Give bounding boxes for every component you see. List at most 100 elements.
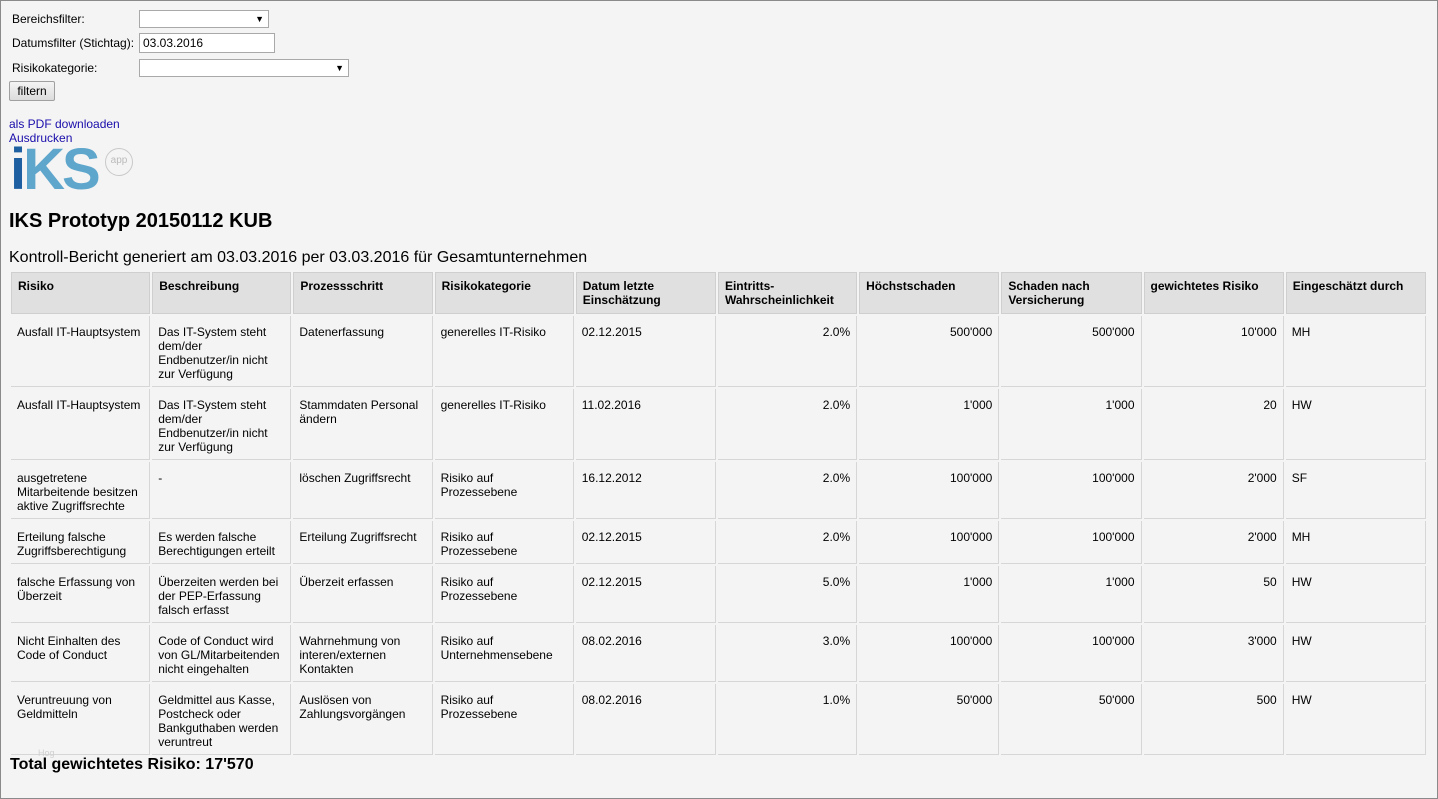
table-cell: SF	[1285, 462, 1426, 519]
table-cell: HW	[1285, 566, 1426, 623]
category-filter-label: Risikokategorie:	[12, 61, 98, 75]
table-cell: -	[152, 462, 292, 519]
total-weighted-risk: Total gewichtetes Risiko: 17'570	[10, 756, 254, 773]
column-header: Beschreibung	[152, 272, 292, 314]
table-cell: 3.0%	[717, 625, 858, 682]
table-cell: 11.02.2016	[575, 389, 716, 460]
table-cell: 100'000	[1001, 521, 1142, 564]
table-row: ausgetretene Mitarbeitende besitzen akti…	[11, 462, 1426, 519]
date-filter-input[interactable]: 03.03.2016	[139, 33, 275, 53]
column-header: Risikokategorie	[434, 272, 574, 314]
table-cell: 50	[1143, 566, 1284, 623]
table-cell: 1'000	[859, 389, 1000, 460]
area-filter-row: Bereichsfilter: ▼	[12, 10, 269, 28]
table-row: Nicht Einhalten des Code of Conduct Code …	[11, 625, 1426, 682]
column-header: Risiko	[11, 272, 151, 314]
table-cell: HW	[1285, 625, 1426, 682]
table-cell: Nicht Einhalten des Code of Conduct	[11, 625, 151, 682]
table-cell: 100'000	[859, 462, 1000, 519]
table-cell: 02.12.2015	[575, 521, 716, 564]
column-header: Eintritts-Wahrscheinlichkeit	[717, 272, 858, 314]
dropdown-arrow-icon: ▼	[255, 14, 264, 24]
table-cell: Risiko auf Prozessebene	[434, 521, 574, 564]
table-cell: ausgetretene Mitarbeitende besitzen akti…	[11, 462, 151, 519]
table-cell: 2'000	[1143, 462, 1284, 519]
table-cell: 16.12.2012	[575, 462, 716, 519]
table-cell: 2.0%	[717, 389, 858, 460]
table-cell: Stammdaten Personal ändern	[293, 389, 433, 460]
table-cell: Erteilung falsche Zugriffsberechtigung	[11, 521, 151, 564]
table-cell: 1'000	[859, 566, 1000, 623]
category-filter-select[interactable]: ▼	[139, 59, 349, 77]
table-cell: 500	[1143, 684, 1284, 755]
table-cell: 08.02.2016	[575, 625, 716, 682]
table-cell: 2.0%	[717, 521, 858, 564]
watermark-text: Hog	[38, 748, 55, 758]
table-cell: Das IT-System steht dem/der Endbenutzer/…	[152, 389, 292, 460]
table-cell: MH	[1285, 316, 1426, 387]
logo-letters-ks: KS	[23, 137, 101, 202]
area-filter-label: Bereichsfilter:	[12, 12, 85, 26]
report-subtitle: Kontroll-Bericht generiert am 03.03.2016…	[9, 249, 588, 266]
table-cell: Das IT-System steht dem/der Endbenutzer/…	[152, 316, 292, 387]
table-cell: generelles IT-Risiko	[434, 316, 574, 387]
pdf-download-link[interactable]: als PDF downloaden	[9, 117, 120, 131]
table-cell: Risiko auf Prozessebene	[434, 566, 574, 623]
logo-app-badge: app	[105, 148, 133, 176]
table-cell: generelles IT-Risiko	[434, 389, 574, 460]
iks-logo: i KS app	[10, 137, 133, 202]
category-filter-row: Risikokategorie: ▼	[12, 59, 349, 77]
logo-letter-i: i	[10, 137, 26, 202]
table-cell: Es werden falsche Berechtigungen erteilt	[152, 521, 292, 564]
table-cell: 500'000	[1001, 316, 1142, 387]
table-row: Ausfall IT-Hauptsystem Das IT-System steh…	[11, 389, 1426, 460]
table-cell: Datenerfassung	[293, 316, 433, 387]
table-cell: Überzeit erfassen	[293, 566, 433, 623]
table-cell: Code of Conduct wird von GL/Mitarbeitend…	[152, 625, 292, 682]
table-cell: 3'000	[1143, 625, 1284, 682]
table-cell: HW	[1285, 684, 1426, 755]
page-title: IKS Prototyp 20150112 KUB	[9, 210, 273, 232]
column-header: Prozessschritt	[293, 272, 433, 314]
print-link[interactable]: Ausdrucken	[9, 131, 73, 145]
table-cell: falsche Erfassung von Überzeit	[11, 566, 151, 623]
table-cell: löschen Zugriffsrecht	[293, 462, 433, 519]
table-cell: 100'000	[859, 625, 1000, 682]
table-cell: 2'000	[1143, 521, 1284, 564]
area-filter-select[interactable]: ▼	[139, 10, 269, 28]
table-cell: 50'000	[1001, 684, 1142, 755]
table-cell: Risiko auf Unternehmensebene	[434, 625, 574, 682]
column-header: Eingeschätzt durch	[1285, 272, 1426, 314]
column-header: Schaden nach Versicherung	[1001, 272, 1142, 314]
table-cell: 20	[1143, 389, 1284, 460]
table-cell: 2.0%	[717, 462, 858, 519]
table-cell: 500'000	[859, 316, 1000, 387]
table-cell: Ausfall IT-Hauptsystem	[11, 316, 151, 387]
table-row: Ausfall IT-Hauptsystem Das IT-System steh…	[11, 316, 1426, 387]
filter-button[interactable]: filtern	[9, 81, 55, 101]
table-cell: 100'000	[1001, 625, 1142, 682]
table-cell: MH	[1285, 521, 1426, 564]
table-row: Veruntreuung von Geldmitteln Geldmittel a…	[11, 684, 1426, 755]
table-cell: 5.0%	[717, 566, 858, 623]
table-cell: 2.0%	[717, 316, 858, 387]
table-cell: HW	[1285, 389, 1426, 460]
table-cell: Risiko auf Prozessebene	[434, 684, 574, 755]
table-cell: Auslösen von Zahlungsvorgängen	[293, 684, 433, 755]
dropdown-arrow-icon: ▼	[335, 63, 344, 73]
table-cell: Überzeiten werden bei der PEP-Erfassung …	[152, 566, 292, 623]
table-row: falsche Erfassung von Überzeit Überzeiten…	[11, 566, 1426, 623]
table-cell: Ausfall IT-Hauptsystem	[11, 389, 151, 460]
table-cell: 100'000	[859, 521, 1000, 564]
table-cell: Risiko auf Prozessebene	[434, 462, 574, 519]
table-cell: 1'000	[1001, 389, 1142, 460]
table-cell: 100'000	[1001, 462, 1142, 519]
table-cell: 08.02.2016	[575, 684, 716, 755]
table-cell: 02.12.2015	[575, 316, 716, 387]
table-header-row: Risiko Beschreibung Prozessschritt Risikoka…	[11, 272, 1426, 314]
table-row: Erteilung falsche Zugriffsberechtigung Es…	[11, 521, 1426, 564]
table-cell: Wahrnehmung von interen/externen Kontakt…	[293, 625, 433, 682]
column-header: Höchstschaden	[859, 272, 1000, 314]
table-cell: Geldmittel aus Kasse, Postcheck oder Ban…	[152, 684, 292, 755]
table-cell: 02.12.2015	[575, 566, 716, 623]
